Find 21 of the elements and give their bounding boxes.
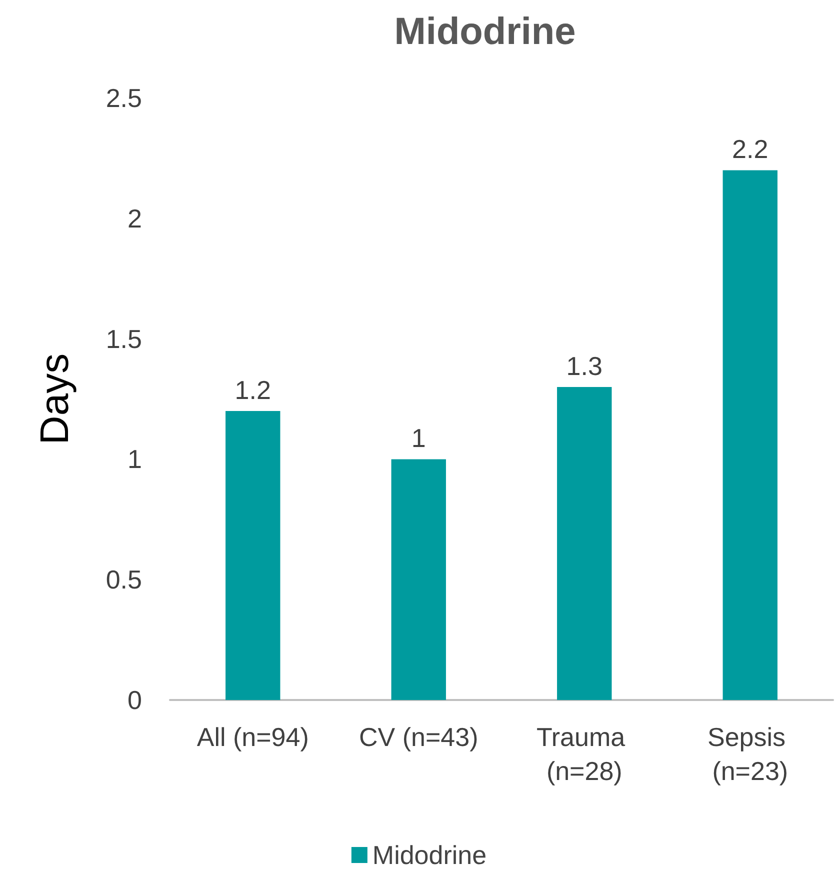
bar [226,411,280,700]
y-tick-label: 1.5 [106,324,142,354]
data-label: 2.2 [732,134,768,164]
y-tick-label: 1 [128,444,142,474]
data-label: 1.2 [234,375,271,406]
data-label: 1 [411,423,426,454]
bar [722,170,778,700]
bar [557,386,612,700]
x-tick-label: CV (n=43) [359,722,478,752]
x-tick-label: Sepsis (n=23) [707,722,793,786]
y-tick-label: 0 [128,685,142,715]
x-tick-label: Trauma (n=28) [536,722,632,786]
legend-label: Midodrine [372,840,487,870]
y-axis-title: Days [33,353,77,445]
chart-title: Midodrine [394,11,576,53]
x-tick-label: All (n=94) [196,722,309,752]
bar [391,459,446,700]
data-label: 1.3 [566,350,602,381]
y-tick-label: 2 [128,203,142,234]
y-tick-label: 2.5 [106,83,142,113]
y-tick-label: 0.5 [106,564,142,595]
